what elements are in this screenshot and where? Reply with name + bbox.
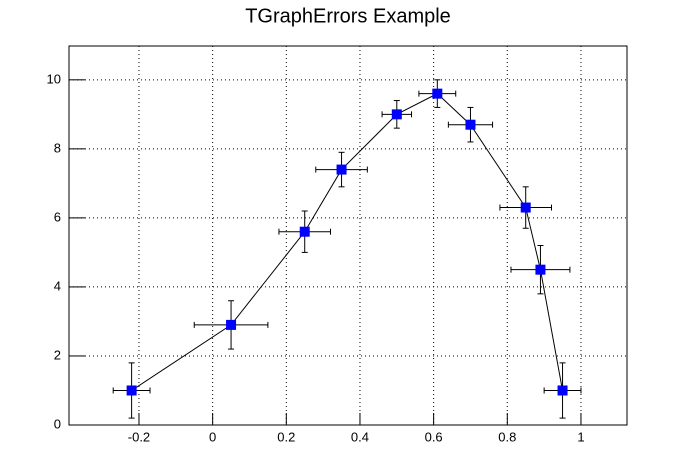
x-tick-label: 1 [577,429,584,444]
marker [126,385,137,396]
marker [226,319,237,330]
marker [336,164,347,175]
y-tick-label: 6 [54,209,61,224]
marker [432,88,443,99]
chart-title: TGraphErrors Example [245,5,451,27]
x-tick-label: 0.6 [425,429,443,444]
y-tick-label: 2 [54,347,61,362]
x-tick-label: -0.2 [128,429,150,444]
marker [391,109,402,120]
marker [520,202,531,213]
marker [535,264,546,275]
x-tick-label: 0 [209,429,216,444]
y-tick-label: 4 [54,278,61,293]
y-tick-label: 10 [47,71,61,86]
x-tick-label: 0.2 [277,429,295,444]
marker [299,226,310,237]
y-tick-label: 8 [54,140,61,155]
marker [557,385,568,396]
y-tick-label: 0 [54,416,61,431]
data-line [131,93,564,391]
marker [465,119,476,130]
x-tick-label: 0.4 [351,429,369,444]
plot-frame [68,45,628,426]
x-tick-label: 0.8 [498,429,516,444]
